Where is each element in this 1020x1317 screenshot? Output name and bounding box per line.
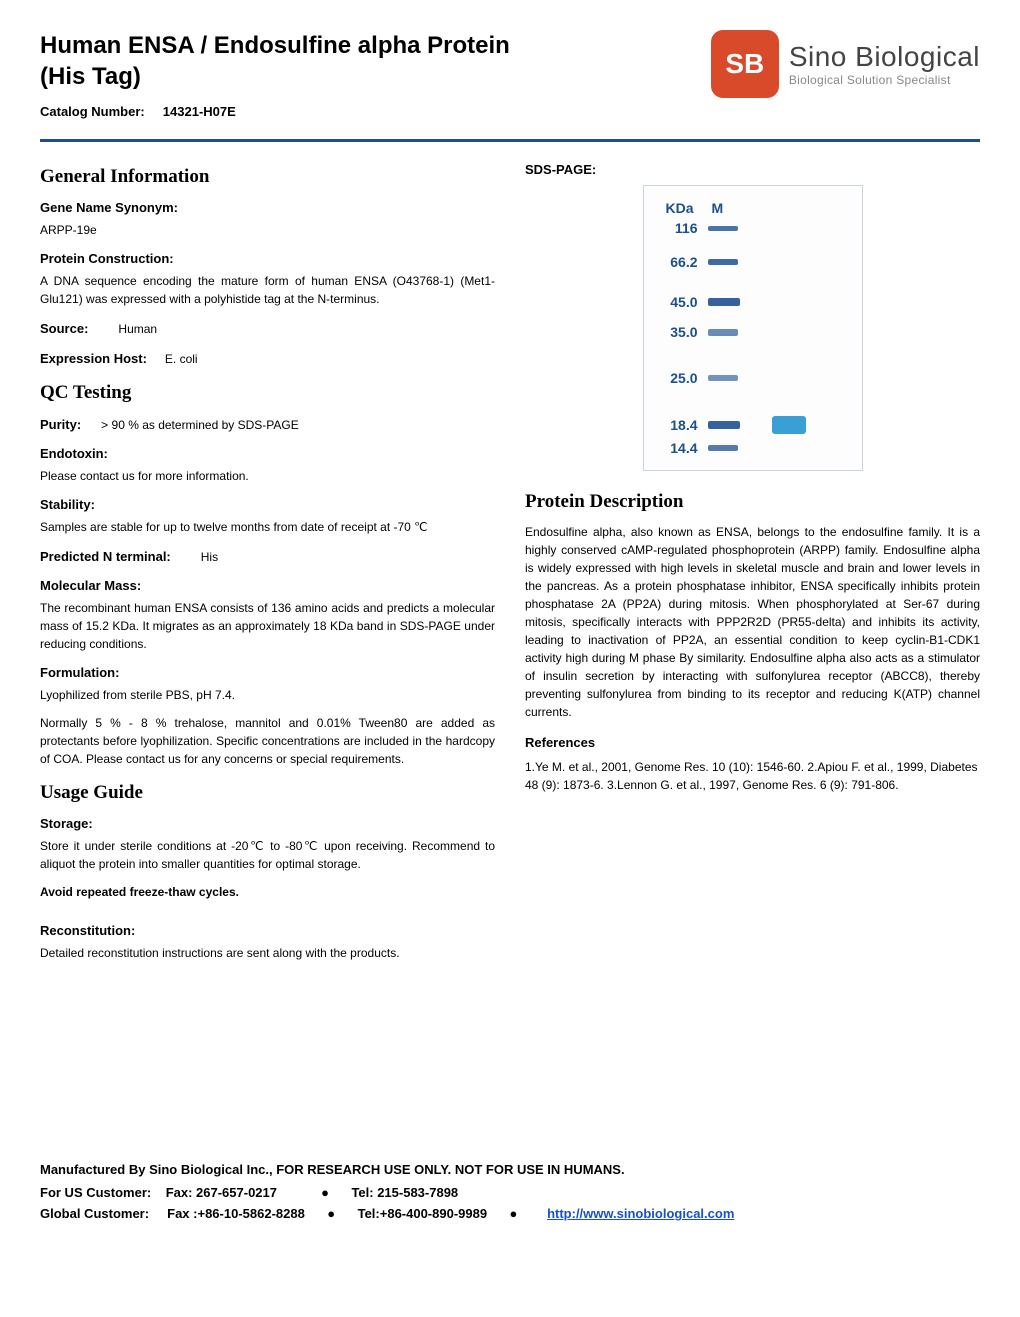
catalog-row: Catalog Number: 14321-H07E (40, 104, 711, 119)
gel-marker-band (708, 226, 738, 231)
formulation-label: Formulation: (40, 665, 495, 680)
gel-kda-label: 18.4 (662, 417, 698, 433)
logo-text: Sino Biological Biological Solution Spec… (789, 41, 980, 87)
source-label: Source: (40, 321, 88, 336)
footer-global-tel: Tel:+86-400-890-9989 (358, 1206, 488, 1221)
footer-global-label: Global Customer: (40, 1206, 149, 1221)
gel-row: 14.4 (662, 440, 844, 456)
construction-label: Protein Construction: (40, 251, 495, 266)
gel-marker-band (708, 375, 738, 381)
gel-kda-label: 25.0 (662, 370, 698, 386)
footer-us: For US Customer: Fax: 267-657-0217 ● Tel… (40, 1185, 980, 1200)
footer-global: Global Customer: Fax :+86-10-5862-8288 ●… (40, 1206, 980, 1221)
gene-syn-value: ARPP-19e (40, 221, 495, 239)
storage-label: Storage: (40, 816, 495, 831)
references-text: 1.Ye M. et al., 2001, Genome Res. 10 (10… (525, 758, 980, 794)
purity-label: Purity: (40, 417, 81, 432)
gel-marker-band (708, 298, 740, 306)
column-left: General Information Gene Name Synonym: A… (40, 162, 495, 962)
qc-heading: QC Testing (40, 382, 495, 404)
footer-us-fax: Fax: 267-657-0217 (166, 1185, 277, 1200)
gel-row: 18.4 (662, 416, 844, 434)
header: Human ENSA / Endosulfine alpha Protein (… (40, 30, 980, 119)
gel-row: 45.0 (662, 294, 844, 310)
gel-rows: 116 66.2 45.0 35.0 25.0 18.4 14.4 (662, 220, 844, 456)
gel-row: 116 (662, 220, 844, 236)
storage-value: Store it under sterile conditions at -20… (40, 837, 495, 873)
logo-badge-icon: SB (711, 30, 779, 98)
purity-row: Purity: > 90 % as determined by SDS-PAGE (40, 416, 495, 434)
recon-label: Reconstitution: (40, 923, 495, 938)
logo-main: Sino Biological (789, 41, 980, 73)
bullet-icon: ● (510, 1206, 518, 1221)
recon-value: Detailed reconstitution instructions are… (40, 944, 495, 962)
gel-sample-band (772, 416, 806, 434)
footer-us-tel: Tel: 215-583-7898 (351, 1185, 458, 1200)
catalog-number: 14321-H07E (163, 104, 236, 119)
gel-marker-band (708, 421, 740, 429)
logo-sub: Biological Solution Specialist (789, 73, 980, 87)
gel-header-kda: KDa (666, 200, 694, 216)
sds-label: SDS-PAGE: (525, 162, 980, 177)
gel-marker-band (708, 445, 738, 451)
host-value: E. coli (165, 350, 198, 368)
header-left: Human ENSA / Endosulfine alpha Protein (… (40, 30, 711, 119)
gel-header: KDa M (662, 200, 844, 216)
host-label: Expression Host: (40, 351, 147, 366)
gel-kda-label: 66.2 (662, 254, 698, 270)
gene-syn-label: Gene Name Synonym: (40, 200, 495, 215)
stability-label: Stability: (40, 497, 495, 512)
mass-label: Molecular Mass: (40, 578, 495, 593)
source-row: Source: Human (40, 320, 495, 338)
gel-kda-label: 45.0 (662, 294, 698, 310)
footer-manufactured: Manufactured By Sino Biological Inc., FO… (40, 1162, 980, 1177)
logo-area: SB Sino Biological Biological Solution S… (711, 30, 980, 98)
nterm-row: Predicted N terminal: His (40, 548, 495, 566)
usage-heading: Usage Guide (40, 782, 495, 804)
gel-row: 25.0 (662, 370, 844, 386)
gel-kda-label: 116 (662, 220, 698, 236)
gel-image: KDa M 116 66.2 45.0 35.0 25.0 18.4 14.4 (643, 185, 863, 471)
avoid-note: Avoid repeated freeze-thaw cycles. (40, 885, 495, 899)
gel-header-m: M (712, 200, 724, 216)
general-info-heading: General Information (40, 166, 495, 188)
protein-desc-text: Endosulfine alpha, also known as ENSA, b… (525, 523, 980, 721)
formulation-value2: Normally 5 % - 8 % trehalose, mannitol a… (40, 714, 495, 768)
gel-marker-band (708, 259, 738, 265)
host-row: Expression Host: E. coli (40, 350, 495, 368)
gel-kda-label: 14.4 (662, 440, 698, 456)
footer-global-fax: Fax :+86-10-5862-8288 (167, 1206, 305, 1221)
gel-row: 66.2 (662, 254, 844, 270)
nterm-value: His (201, 548, 218, 566)
footer: Manufactured By Sino Biological Inc., FO… (40, 1162, 980, 1221)
gel-marker-band (708, 329, 738, 336)
protein-desc-heading: Protein Description (525, 491, 980, 513)
construction-value: A DNA sequence encoding the mature form … (40, 272, 495, 308)
bullet-icon: ● (321, 1185, 329, 1200)
formulation-value1: Lyophilized from sterile PBS, pH 7.4. (40, 686, 495, 704)
gel-kda-label: 35.0 (662, 324, 698, 340)
gel-row: 35.0 (662, 324, 844, 340)
product-title-line2: (His Tag) (40, 61, 711, 92)
product-title-line1: Human ENSA / Endosulfine alpha Protein (40, 30, 711, 61)
endotoxin-label: Endotoxin: (40, 446, 495, 461)
bullet-icon: ● (327, 1206, 335, 1221)
column-right: SDS-PAGE: KDa M 11666.245.035.025.018.41… (525, 162, 980, 962)
mass-value: The recombinant human ENSA consists of 1… (40, 599, 495, 653)
divider (40, 139, 980, 142)
purity-value: > 90 % as determined by SDS-PAGE (101, 416, 299, 434)
catalog-label: Catalog Number: (40, 104, 145, 119)
endotoxin-value: Please contact us for more information. (40, 467, 495, 485)
references-heading: References (525, 735, 980, 750)
nterm-label: Predicted N terminal: (40, 549, 171, 564)
content: General Information Gene Name Synonym: A… (40, 162, 980, 962)
source-value: Human (118, 320, 157, 338)
footer-url[interactable]: http://www.sinobiological.com (547, 1206, 734, 1221)
stability-value: Samples are stable for up to twelve mont… (40, 518, 495, 536)
footer-us-label: For US Customer: (40, 1185, 151, 1200)
